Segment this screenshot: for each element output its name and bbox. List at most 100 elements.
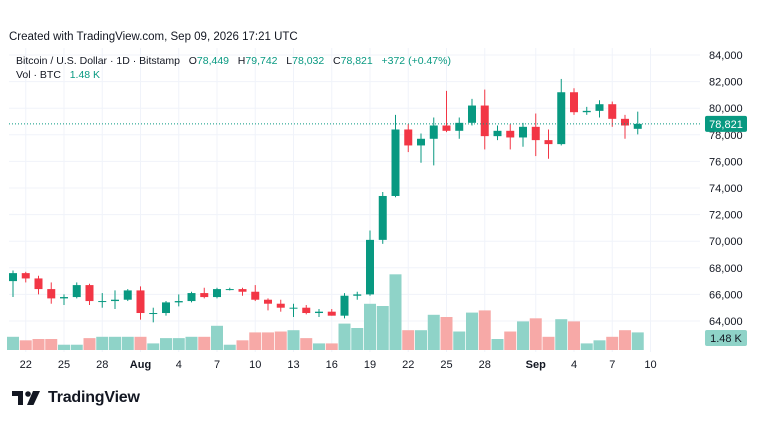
volume-bar [147, 343, 160, 350]
volume-bar [415, 330, 427, 350]
candle-body [123, 290, 132, 300]
time-tick-label: 19 [364, 359, 376, 371]
volume-legend-row: Vol · BTC 1.48 K [16, 68, 451, 82]
candle-body [34, 278, 43, 290]
time-tick-label: 10 [249, 359, 261, 371]
time-tick-label: 25 [58, 359, 70, 371]
high-value: 79,742 [245, 55, 278, 67]
time-tick-label: 4 [176, 359, 182, 371]
time-tick-label: 4 [571, 359, 577, 371]
volume-bar [121, 336, 134, 350]
candle-body [417, 138, 425, 146]
volume-bar [568, 321, 580, 350]
candle-body [187, 293, 196, 302]
candle-body [289, 307, 298, 309]
volume-bar [338, 323, 351, 350]
candle-body [340, 295, 349, 316]
time-tick-label: 28 [479, 359, 491, 371]
volume-bar [529, 318, 542, 350]
candle-body [327, 311, 336, 316]
time-tick-label: Aug [130, 359, 151, 371]
volume-bar [262, 332, 274, 350]
volume-bar [134, 336, 147, 350]
chart-legend: Bitcoin / U.S. Dollar · 1D · Bitstamp O 7… [16, 54, 451, 82]
price-tick-label: 82,000 [709, 77, 743, 89]
candle-body [225, 289, 234, 291]
volume-bar [453, 331, 466, 350]
candle-body [136, 290, 145, 314]
volume-bar [478, 310, 491, 350]
candle-body [85, 285, 94, 302]
volume-bar [249, 332, 262, 350]
volume-bar [83, 338, 96, 350]
volume-bar [172, 338, 185, 350]
candle-body [621, 118, 629, 126]
price-axis[interactable]: 84,000 82,000 80,000 78,000 76,000 74,000 72,0… [705, 50, 747, 346]
time-tick-label: 28 [96, 359, 108, 371]
close-label: C [333, 55, 341, 67]
price-tick-label: 80,000 [709, 103, 743, 115]
candle-body [60, 297, 68, 299]
candle-body [302, 307, 311, 314]
candle-body [353, 294, 362, 296]
time-tick-label: 10 [644, 359, 656, 371]
candle-body [238, 289, 247, 292]
volume-bar [274, 331, 287, 350]
volume-bar [236, 340, 249, 350]
volume-bar [504, 331, 517, 350]
symbol-description: Bitcoin / U.S. Dollar · 1D · Bitstamp [16, 55, 180, 67]
open-label: O [188, 55, 197, 67]
low-label: L [286, 55, 293, 67]
volume-bar [300, 338, 313, 350]
volume-bar [555, 319, 568, 350]
close-value: 78,821 [340, 55, 373, 67]
high-label: H [237, 55, 246, 67]
time-tick-label: 25 [440, 359, 452, 371]
candle-body [213, 289, 221, 298]
volume-bar [389, 274, 402, 350]
tradingview-logo[interactable]: TradingView [12, 389, 140, 407]
volume-bar [517, 321, 529, 350]
price-chart[interactable]: 84,000 82,000 80,000 78,000 76,000 74,000 72,0… [0, 0, 760, 380]
volume-bar [198, 336, 211, 350]
volume-bar [96, 336, 109, 350]
candle-body [506, 130, 515, 138]
volume-bar [223, 344, 236, 350]
price-tick-label: 84,000 [709, 50, 743, 62]
candle-body [315, 311, 323, 314]
candle-body [251, 291, 260, 300]
candle-body [570, 92, 578, 113]
price-tick-label: 78,000 [709, 130, 743, 142]
volume-bar [185, 336, 198, 350]
time-tick-label: 7 [609, 359, 615, 371]
price-tick-label: 72,000 [709, 210, 743, 222]
volume-bar [19, 340, 32, 350]
volume-series [7, 274, 644, 350]
candle-body [9, 273, 17, 282]
candle-body [98, 301, 107, 303]
volume-bar [325, 343, 338, 350]
candle-body [162, 302, 170, 314]
candle-body [442, 125, 451, 131]
candle-body [519, 126, 527, 138]
ohlc-legend-row: Bitcoin / U.S. Dollar · 1D · Bitstamp O 7… [16, 54, 451, 68]
volume-bar [606, 336, 619, 350]
volume-bar [58, 344, 70, 350]
candle-body [200, 293, 209, 298]
time-axis[interactable]: 22 25 28 Aug 4 7 10 13 16 19 22 25 28 Sep 4 7 10 [20, 359, 657, 371]
volume-bar [45, 339, 58, 350]
candle-series [9, 78, 642, 323]
time-tick-label: 22 [20, 359, 32, 371]
volume-bar [631, 332, 644, 350]
last-price-tag [705, 115, 747, 132]
volume-bar [32, 339, 45, 350]
candle-body [391, 129, 400, 196]
time-tick-label: 16 [326, 359, 338, 371]
time-tick-label: 13 [287, 359, 299, 371]
candle-body [21, 273, 30, 279]
candle-body [378, 195, 387, 240]
candle-body [276, 303, 285, 308]
chart-watermark-caption: Created with TradingView.com, Sep 09, 20… [9, 31, 298, 43]
candle-body [582, 110, 591, 113]
volume-bar [364, 303, 376, 350]
